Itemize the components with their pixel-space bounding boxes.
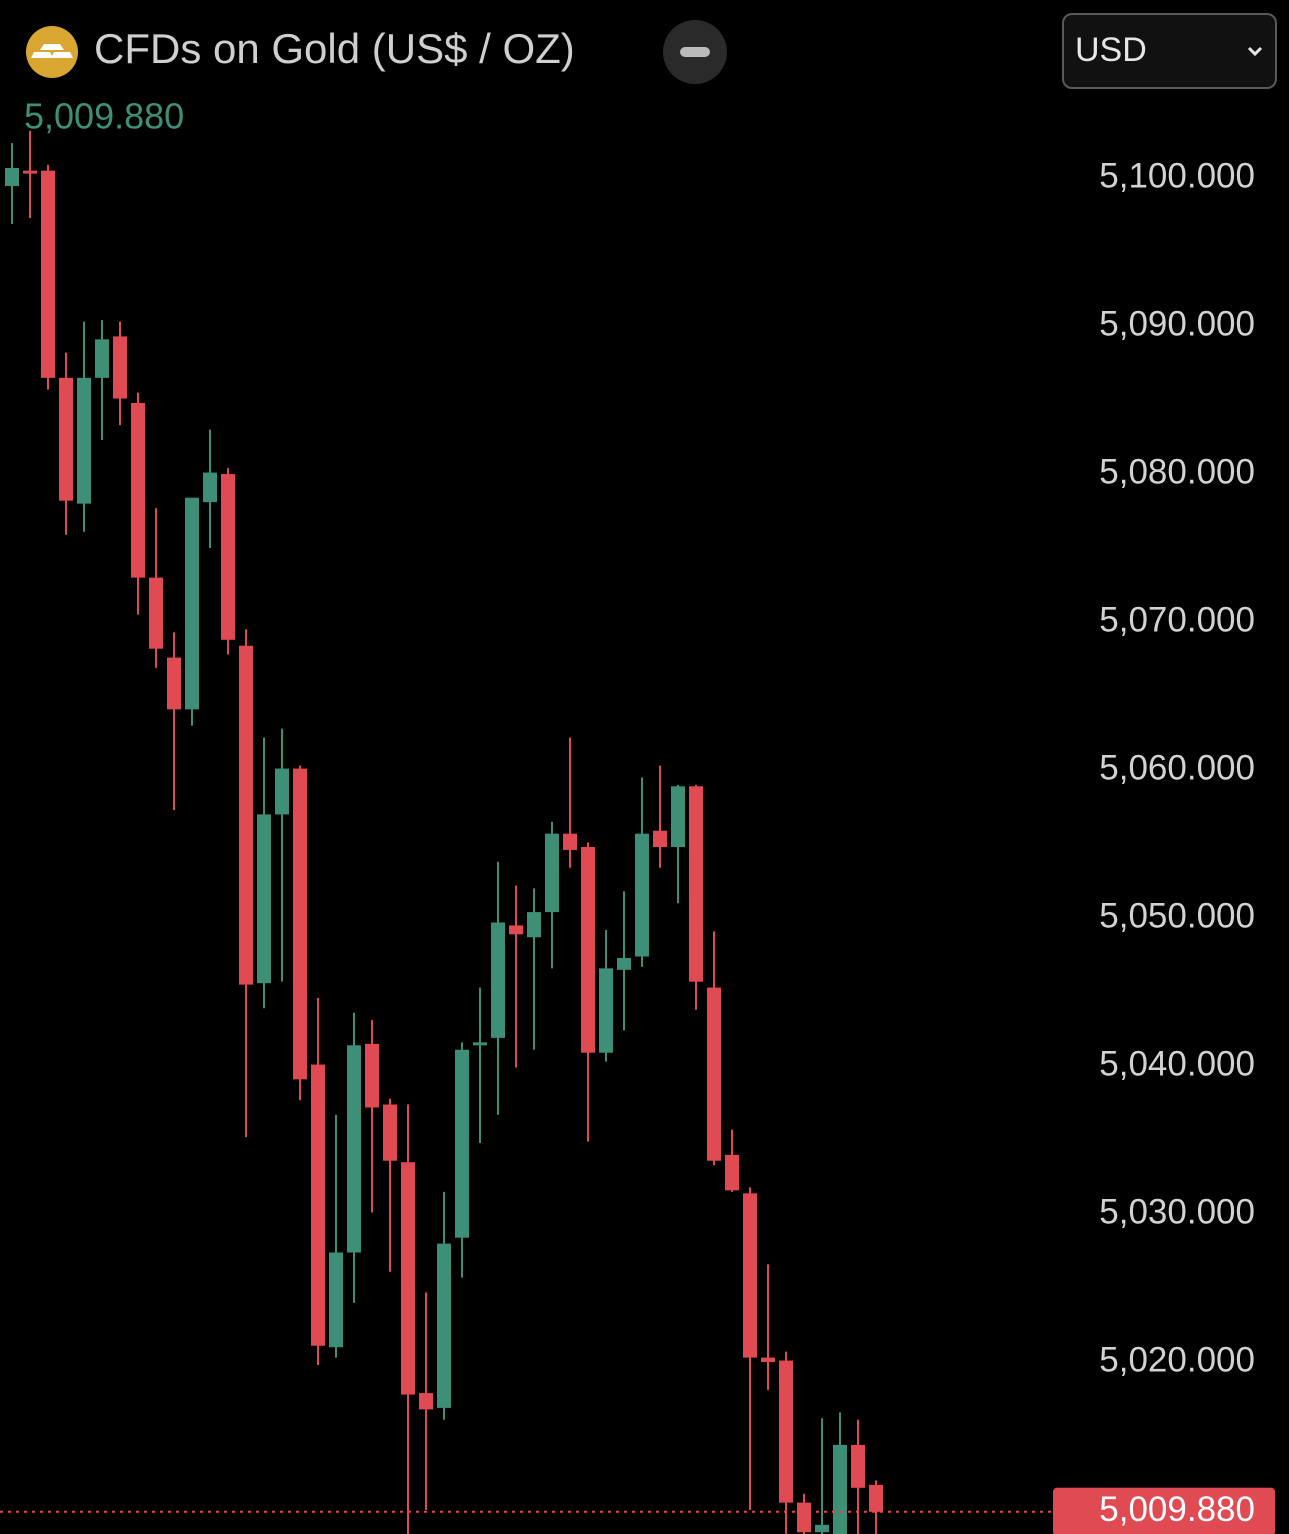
y-tick-label: 5,050.000 <box>1099 896 1255 935</box>
candle-body <box>833 1444 847 1534</box>
candle-body <box>725 1154 739 1191</box>
candle-body <box>275 768 289 815</box>
candle-body <box>77 377 91 504</box>
y-tick-label: 5,040.000 <box>1099 1044 1255 1083</box>
candle-body <box>419 1393 433 1410</box>
candle-body <box>653 830 667 847</box>
last-price-label: 5,009.880 <box>1099 1490 1255 1529</box>
candle-body <box>581 846 595 1053</box>
candle-body <box>257 814 271 984</box>
candle-body <box>473 1042 487 1046</box>
gold-icon <box>26 26 78 78</box>
candle-body <box>41 170 55 378</box>
candle-body <box>311 1064 325 1346</box>
candle-body <box>401 1162 415 1395</box>
y-tick-label: 5,090.000 <box>1099 304 1255 343</box>
currency-label: USD <box>1075 31 1147 69</box>
candle-body <box>797 1502 811 1533</box>
candle-body <box>347 1045 361 1253</box>
candle-body <box>761 1357 775 1363</box>
candle-body <box>635 833 649 957</box>
last-price-tag <box>1053 1487 1275 1534</box>
candle-body <box>617 957 631 970</box>
candle-body <box>671 786 685 847</box>
candle-body <box>743 1193 757 1358</box>
y-tick-label: 5,100.000 <box>1099 156 1255 195</box>
candle-body <box>455 1049 469 1238</box>
candle-body <box>815 1524 829 1533</box>
candle-body <box>59 377 73 501</box>
chart-title: CFDs on Gold (US$ / OZ) <box>94 25 575 72</box>
candle-body <box>707 987 721 1161</box>
candle-body <box>95 339 109 378</box>
candle-body <box>23 170 37 174</box>
candle-body <box>527 912 541 938</box>
candle-body <box>149 577 163 649</box>
candle-body <box>689 786 703 982</box>
candle-body <box>509 925 523 935</box>
candle-body <box>113 336 127 399</box>
plot <box>5 130 883 1534</box>
candle-body <box>221 474 235 640</box>
currency-select[interactable]: USD <box>1062 13 1277 89</box>
y-tick-label: 5,080.000 <box>1099 452 1255 491</box>
candle-body <box>167 657 181 710</box>
candle-body <box>203 472 217 503</box>
candle-body <box>239 645 253 985</box>
candle-body <box>491 922 505 1038</box>
candle-body <box>437 1243 451 1408</box>
candle-body <box>563 833 577 850</box>
candle-body <box>545 833 559 913</box>
candle-body <box>779 1360 793 1503</box>
candle-body <box>869 1484 883 1512</box>
candle-body <box>851 1444 865 1488</box>
collapse-button[interactable] <box>663 20 727 84</box>
candle-body <box>5 167 19 187</box>
price-readout: 5,009.880 <box>24 96 184 137</box>
candle-body <box>293 768 307 1080</box>
candle-body <box>365 1043 379 1108</box>
candle-body <box>131 402 145 578</box>
y-tick-label: 5,070.000 <box>1099 600 1255 639</box>
y-tick-label: 5,030.000 <box>1099 1192 1255 1231</box>
y-tick-label: 5,060.000 <box>1099 748 1255 787</box>
candle-body <box>599 968 613 1053</box>
candle-body <box>383 1104 397 1161</box>
candle-body <box>185 497 199 710</box>
candle-body <box>329 1252 343 1348</box>
y-tick-label: 5,020.000 <box>1099 1340 1255 1379</box>
